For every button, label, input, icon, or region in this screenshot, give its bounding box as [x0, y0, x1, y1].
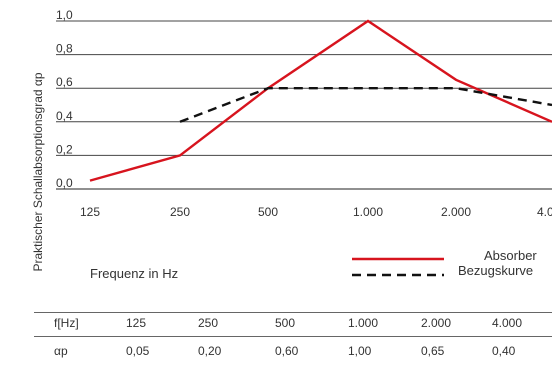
table-cell: 0,05 — [126, 344, 150, 358]
x-tick-label: 2.000 — [441, 205, 471, 219]
series-line-bezugskurve — [179, 86, 552, 123]
table-mid-rule — [34, 336, 552, 337]
x-tick-label: 4.000 — [537, 205, 552, 219]
table-header-cell: 1.000 — [348, 316, 379, 330]
y-tick-label: 0,2 — [56, 142, 73, 156]
y-tick-label: 1,0 — [56, 8, 73, 22]
y-tick-label: 0,4 — [56, 109, 73, 123]
table-cell: 0,65 — [421, 344, 445, 358]
table-header-label: f[Hz] — [54, 316, 79, 330]
y-tick-label: 0,0 — [56, 176, 73, 190]
table-header-row: f[Hz] 125 250 500 1.000 2.000 4.000 — [0, 312, 552, 334]
table-header-cell: 2.000 — [421, 316, 452, 330]
legend-label-bezugskurve: Bezugskurve — [458, 263, 534, 278]
table-row-label: αp — [54, 344, 68, 358]
table-header-cell: 4.000 — [492, 316, 523, 330]
y-tick-label: 0,6 — [56, 75, 73, 89]
table-cell: 0,20 — [198, 344, 222, 358]
series-line-absorber — [89, 19, 552, 182]
y-tick-label: 0,8 — [56, 42, 73, 56]
table-cell: 0,60 — [275, 344, 299, 358]
x-tick-label: 125 — [80, 205, 100, 219]
x-tick-label: 500 — [258, 205, 278, 219]
table-alpha-row: αp 0,05 0,20 0,60 1,00 0,65 0,40 — [0, 340, 552, 362]
table-top-rule — [34, 312, 552, 313]
y-axis-label: Praktischer Schallabsorptionsgrad αp — [31, 72, 45, 272]
x-tick-label: 1.000 — [353, 205, 383, 219]
x-axis-label: Frequenz in Hz — [90, 266, 179, 281]
x-tick-label: 250 — [170, 205, 190, 219]
table-cell: 0,40 — [492, 344, 516, 358]
table-header-cell: 125 — [126, 316, 147, 330]
table-header-cell: 500 — [275, 316, 296, 330]
table-header-cell: 250 — [198, 316, 219, 330]
legend-label-absorber: Absorber — [484, 248, 537, 263]
table-cell: 1,00 — [348, 344, 372, 358]
